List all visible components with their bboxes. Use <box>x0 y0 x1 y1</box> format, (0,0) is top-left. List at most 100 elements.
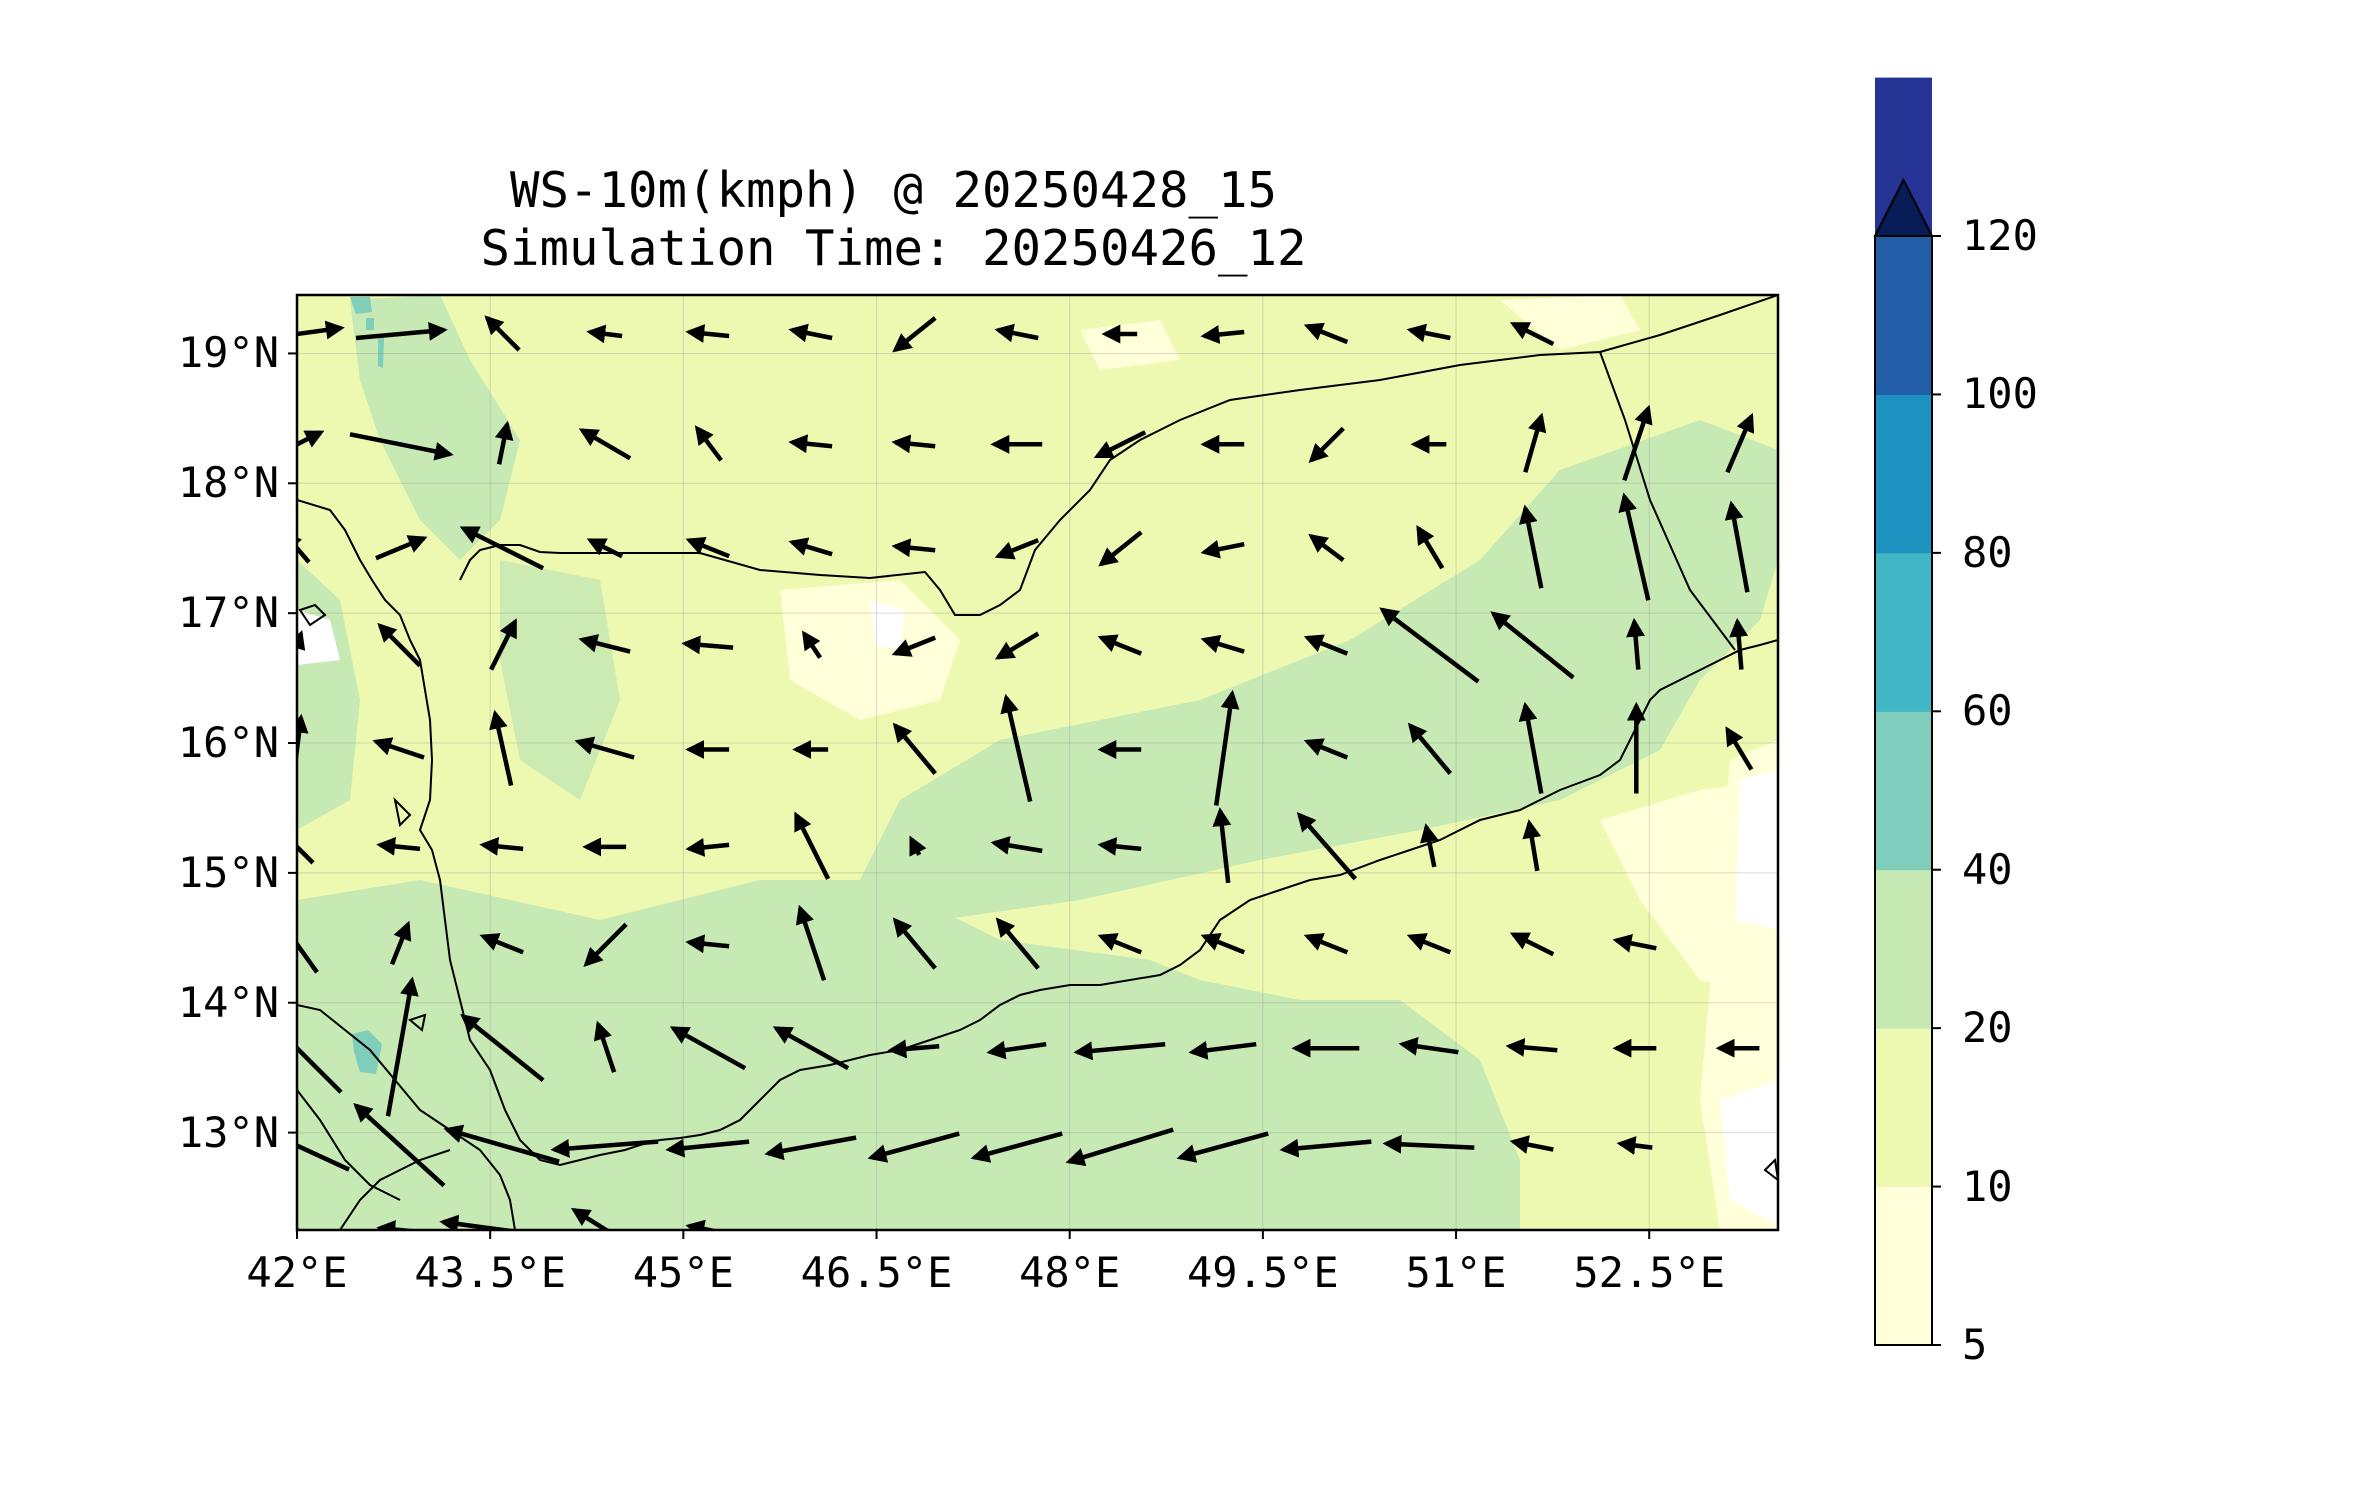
wind-arrow <box>1065 1127 1174 1167</box>
lon-tick-label: 52.5°E <box>1573 1248 1726 1297</box>
map-subtitle: Simulation Time: 20250426_12 <box>480 220 1307 277</box>
wind-arrow <box>1303 738 1349 760</box>
wind-vectors <box>297 315 1760 1230</box>
wind-arrow <box>1212 807 1232 884</box>
colorbar-segment <box>1875 552 1932 712</box>
wind-arrow <box>685 324 730 343</box>
wind-arrow <box>1509 1135 1554 1154</box>
wind-arrow <box>685 1219 721 1230</box>
wind-arrow <box>1097 933 1143 955</box>
wind-arrow <box>479 837 524 856</box>
wind-arrow <box>1093 430 1147 459</box>
map-title: WS-10m(kmph) @ 20250428_15 <box>509 162 1277 219</box>
wind-arrow <box>583 922 628 967</box>
wind-arrow <box>578 634 631 654</box>
lat-tick-label: 15°N <box>177 847 279 897</box>
wind-arrow <box>1200 325 1245 344</box>
wind-arrow <box>1725 726 1754 771</box>
wind-arrow <box>1098 530 1143 567</box>
lon-tick-label: 46.5°E <box>800 1248 953 1297</box>
wind-arrow <box>1200 933 1246 955</box>
wind-arrow <box>376 1220 421 1230</box>
wind-speed-fill <box>297 295 1778 1230</box>
wind-arrow <box>1419 823 1439 868</box>
wind-arrow <box>1097 837 1142 856</box>
wind-arrow <box>297 1045 343 1094</box>
wind-arrow <box>1724 500 1750 593</box>
lon-tick-label: 49.5°E <box>1187 1248 1339 1297</box>
colorbar-tick-label: 120 <box>1962 211 2038 260</box>
wind-arrow <box>892 917 937 970</box>
wind-arrow <box>795 904 827 982</box>
wind-arrow <box>489 618 518 671</box>
wind-arrow <box>1416 524 1445 570</box>
wind-arrow <box>593 1020 617 1073</box>
wind-arrow <box>375 535 428 561</box>
colorbar-segment <box>1875 394 1932 554</box>
wind-arrow <box>1490 611 1575 680</box>
wind-arrow <box>550 1139 659 1158</box>
map-frame <box>295 293 1780 1232</box>
lat-tick-label: 14°N <box>177 977 279 1027</box>
colorbar-segment <box>1875 1186 1932 1346</box>
wind-arrow <box>685 837 730 857</box>
wind-arrow <box>297 320 345 340</box>
wind-arrow <box>1406 323 1451 343</box>
wind-arrow <box>586 538 624 559</box>
wind-arrow <box>443 1124 560 1164</box>
lat-tick-label: 19°N <box>177 328 279 378</box>
wind-arrow <box>1406 933 1452 955</box>
wind-arrow <box>484 315 521 352</box>
lat-tick-label: 16°N <box>177 718 279 768</box>
colorbar <box>1873 77 1941 1346</box>
wind-arrow <box>297 713 309 768</box>
wind-arrow <box>1725 412 1755 474</box>
wind-arrow <box>1213 689 1240 806</box>
wind-arrow <box>909 835 927 857</box>
wind-arrow <box>1616 1136 1653 1155</box>
wind-arrow <box>694 425 723 462</box>
colorbar-tick-label: 60 <box>1962 686 2013 736</box>
wind-arrow <box>802 630 822 659</box>
colorbar-tick-label: 80 <box>1962 527 2013 577</box>
lat-tick-label: 13°N <box>177 1107 279 1157</box>
wind-arrow <box>1382 1134 1475 1154</box>
wind-arrow <box>788 434 833 454</box>
wind-arrow <box>459 526 545 571</box>
coastlines-borders <box>297 295 1778 1230</box>
wind-arrow <box>892 722 937 775</box>
wind-arrow <box>1505 1038 1558 1057</box>
wind-arrow <box>1509 932 1555 957</box>
wind-arrow <box>1308 426 1345 463</box>
wind-arrow <box>376 837 421 856</box>
wind-arrow <box>1729 617 1749 670</box>
wind-arrow <box>788 537 833 557</box>
wind-arrow <box>349 432 454 461</box>
wind-arrow <box>1097 634 1143 656</box>
wind-arrow <box>578 428 632 461</box>
wind-arrow <box>1308 533 1345 563</box>
wind-arrow <box>439 1214 521 1230</box>
wind-arrow <box>1523 412 1547 473</box>
wind-arrow <box>1200 539 1245 559</box>
colorbar-tick-label: 10 <box>1962 1161 2013 1211</box>
wind-arrow <box>681 635 734 655</box>
wind-arrow <box>1518 701 1544 794</box>
wind-arrow <box>1622 404 1653 482</box>
wind-arrow <box>574 736 635 760</box>
wind-arrow <box>460 1013 545 1082</box>
wind-arrow <box>297 1143 350 1172</box>
wind-arrow <box>1618 492 1651 601</box>
wind-arrow <box>385 976 419 1117</box>
wind-arrow <box>970 1131 1063 1163</box>
wind-arrow <box>1522 819 1542 872</box>
wind-arrow <box>685 537 730 559</box>
wind-arrow <box>377 622 422 668</box>
wind-arrow <box>867 1131 960 1163</box>
wind-arrow <box>1303 634 1349 656</box>
wind-arrow <box>994 631 1040 660</box>
wind-arrow <box>1200 634 1245 654</box>
wind-arrow <box>665 1138 750 1158</box>
wind-arrow <box>1509 321 1555 347</box>
